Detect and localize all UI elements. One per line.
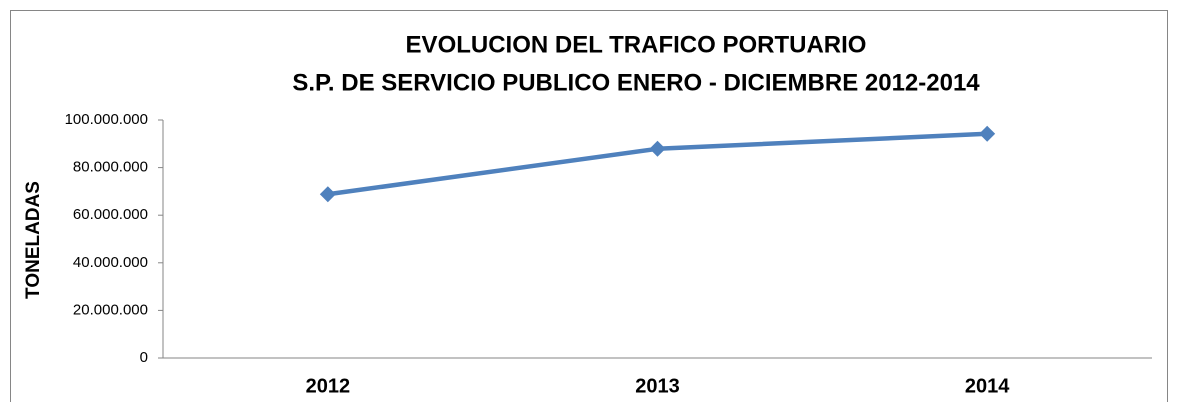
y-axis-label: TONELADAS (23, 181, 44, 299)
chart-subtitle: S.P. DE SERVICIO PUBLICO ENERO - DICIEMB… (292, 69, 980, 96)
x-tick-label: 2012 (306, 375, 351, 397)
chart-title: EVOLUCION DEL TRAFICO PORTUARIO (406, 31, 867, 58)
x-tick-label: 2014 (965, 375, 1010, 397)
y-tick-label: 100.000.000 (65, 111, 148, 128)
data-point (649, 140, 666, 157)
data-point (979, 125, 996, 142)
y-tick-label: 80.000.000 (73, 159, 148, 176)
y-tick-label: 0 (140, 349, 148, 366)
chart-frame (10, 10, 1168, 402)
x-tick-label: 2013 (635, 375, 680, 397)
y-tick-label: 60.000.000 (73, 206, 148, 223)
data-point (319, 186, 336, 203)
y-tick-label: 20.000.000 (73, 301, 148, 318)
y-tick-label: 40.000.000 (73, 254, 148, 271)
